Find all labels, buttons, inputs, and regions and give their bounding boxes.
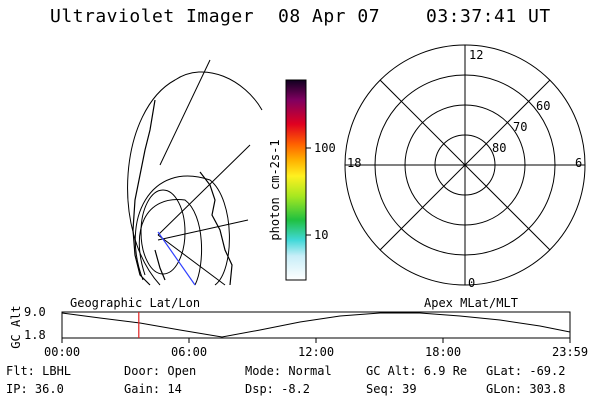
colorbar-ticks [306,147,311,236]
lat-label-80: 80 [492,141,507,155]
status-glon: GLon: 303.8 [486,382,566,396]
timeline-panel [61,311,571,343]
meridian-line [157,219,249,241]
mlt-label-0: 0 [468,276,476,290]
colorbar-tick-100: 100 [314,141,336,155]
status-ip: IP: 36.0 [6,382,64,396]
time-tick-0600: 06:00 [171,345,208,359]
timeline-y-tick-bottom: 1.8 [24,328,46,342]
status-mode: Mode: Normal [245,364,332,378]
polar-diagonal [379,79,551,251]
time-tick-1800: 18:00 [425,345,462,359]
colorbar-unit-label: photon cm-2s-1 [268,139,282,241]
mlt-label-18: 18 [347,156,362,170]
status-door: Door: Open [124,364,197,378]
time-tick-0000: 00:00 [44,345,81,359]
mlt-label-6: 6 [575,156,583,170]
timeline-left-title: Geographic Lat/Lon [70,296,201,310]
mlt-label-12: 12 [469,48,484,62]
time-tick-1200: 12:00 [298,345,335,359]
lat-label-60: 60 [536,99,551,113]
coastline [154,249,166,281]
date-label: 08 Apr 07 [278,6,381,27]
geographic-map [127,59,263,286]
status-seq: Seq: 39 [366,382,417,396]
colorbar-tick-10: 10 [314,228,329,242]
latitude-circle [138,199,203,286]
status-gain: Gain: 14 [124,382,182,396]
status-filter: Flt: LBHL [6,364,72,378]
timeline-y-label: GC Alt [9,305,23,349]
coastline [199,171,233,286]
latitude-circle [134,175,230,286]
earth-limb [127,71,263,286]
status-dsp: Dsp: -8.2 [245,382,311,396]
instrument-title: Ultraviolet Imager [50,6,255,27]
timeline-y-tick-top: 9.0 [24,305,46,319]
timeline-right-title: Apex MLat/MLT [424,296,518,310]
time-axis-ticks [61,338,571,343]
satellite-track [157,231,196,286]
status-gc-alt: GC Alt: 6.9 Re [366,364,468,378]
coastline [132,99,156,286]
meridian-line [157,234,226,286]
status-glat: GLat: -69.2 [486,364,566,378]
time-label: 03:37:41 UT [426,6,551,27]
meridian-line [159,59,211,166]
lat-label-70: 70 [513,120,528,134]
time-tick-2359: 23:59 [552,345,589,359]
altitude-curve [61,312,571,338]
color-bar [285,79,307,281]
polar-plot [344,44,586,286]
meridian-line [157,144,251,236]
